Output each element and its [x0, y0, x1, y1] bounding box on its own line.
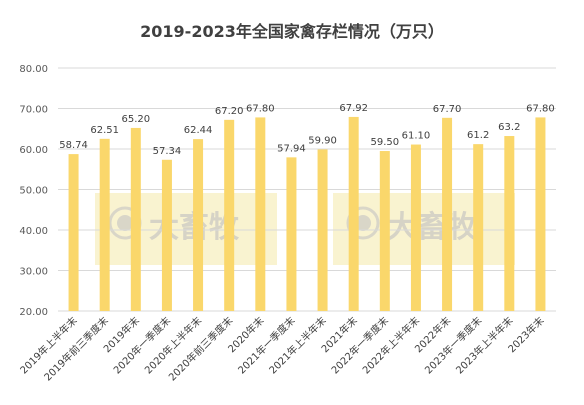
data-label: 67.70: [433, 104, 462, 115]
bar: [99, 138, 110, 311]
y-tick-label: 80.00: [19, 64, 48, 75]
y-tick-label: 30.00: [19, 267, 48, 278]
watermark-logo-dot: [117, 215, 133, 231]
bar: [535, 117, 546, 311]
bar: [68, 154, 79, 311]
bar: [379, 151, 390, 311]
watermark: 大畜牧: [95, 193, 277, 265]
bar: [193, 139, 204, 311]
bar: [130, 127, 141, 311]
x-tick-label: 2019年上半年末: [17, 314, 80, 377]
x-tick-label: 2023年一季度末: [422, 314, 485, 377]
data-label: 63.2: [498, 122, 520, 133]
data-label: 61.2: [467, 130, 489, 141]
bar: [317, 149, 328, 311]
y-tick-label: 20.00: [19, 307, 48, 318]
watermark-logo-icon: [346, 206, 380, 240]
bar: [255, 117, 266, 311]
bar: [286, 157, 297, 311]
x-tick-label: 2021年一季度末: [235, 314, 298, 377]
bar: [348, 116, 359, 311]
bar: [224, 119, 235, 311]
x-tick-label: 2021年上半年末: [266, 314, 329, 377]
bar: [504, 136, 515, 311]
x-tick-label: 2022年一季度末: [328, 314, 391, 377]
watermark-logo-dot: [355, 215, 371, 231]
data-label: 58.74: [59, 140, 88, 151]
bar: [442, 117, 453, 311]
data-label: 61.10: [402, 131, 431, 142]
bar: [473, 144, 484, 311]
chart-title: 2019-2023年全国家禽存栏情况（万只）: [140, 22, 444, 41]
data-label: 57.94: [277, 143, 306, 154]
y-tick-label: 50.00: [19, 186, 48, 197]
y-tick-label: 70.00: [19, 105, 48, 116]
y-tick-label: 60.00: [19, 145, 48, 156]
watermark: 大畜牧: [333, 193, 515, 265]
data-label: 67.92: [339, 103, 368, 114]
data-label: 62.44: [184, 125, 213, 136]
data-label: 67.20: [215, 106, 244, 117]
data-label: 65.20: [121, 114, 150, 125]
data-label: 62.51: [90, 125, 119, 136]
bar: [410, 144, 421, 311]
x-tick-label: 2023年上半年末: [453, 314, 516, 377]
data-label: 59.50: [370, 137, 399, 148]
x-tick-label: 2020年上半年末: [142, 314, 205, 377]
watermark-text: 大畜牧: [387, 210, 478, 245]
x-tick-label: 2020年一季度末: [111, 314, 174, 377]
x-tick-label: 2022年上半年末: [360, 314, 423, 377]
data-label: 59.90: [308, 135, 337, 146]
bar: [161, 159, 172, 311]
data-label: 57.34: [153, 146, 182, 157]
y-tick-label: 40.00: [19, 226, 48, 237]
data-label: 67.80: [246, 103, 275, 114]
data-label: 67.80: [526, 103, 555, 114]
